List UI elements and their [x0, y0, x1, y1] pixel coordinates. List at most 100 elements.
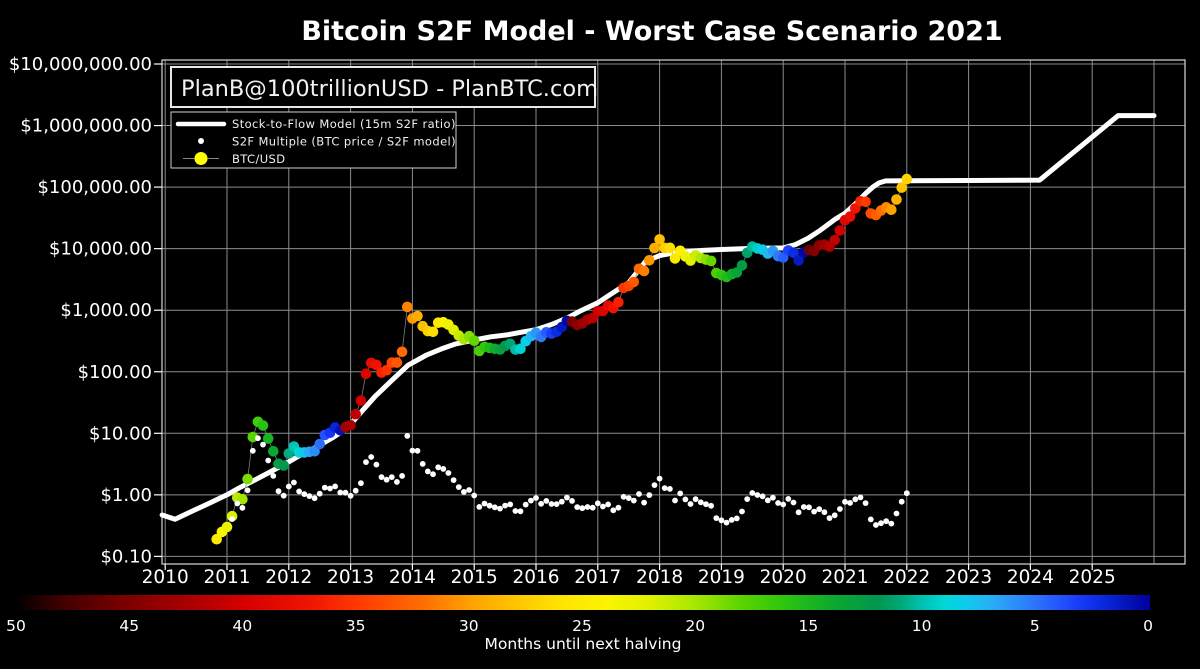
x-tick-label: 2024 — [1007, 567, 1054, 588]
x-tick-label: 2023 — [945, 567, 992, 588]
s2f-multiple-dot — [620, 493, 627, 500]
s2f-multiple-dot — [703, 501, 709, 508]
s2f-multiple-dot — [723, 519, 730, 526]
btc-price-dot — [427, 326, 439, 338]
x-tick-label: 2017 — [574, 567, 621, 588]
x-tick-label: 2018 — [636, 567, 683, 588]
btc-price-dot — [345, 420, 356, 431]
s2f-multiple-dot — [615, 504, 622, 511]
btc-price-dot — [649, 242, 660, 254]
s2f-multiple-dot — [285, 483, 292, 490]
s2f-multiple-dot — [414, 447, 421, 454]
colorbar-tick-label: 20 — [685, 617, 705, 635]
s2f-multiple-dot — [321, 484, 328, 491]
x-tick-label: 2015 — [451, 567, 498, 588]
btc-price-dot — [788, 247, 799, 258]
s2f-multiple-dot — [677, 490, 684, 497]
s2f-multiple-dot — [667, 486, 673, 492]
s2f-multiple-dot — [249, 447, 256, 454]
s2f-multiple-dot — [311, 495, 318, 502]
colorbar-tick-label: 40 — [233, 617, 253, 635]
y-tick-label: $0.10 — [100, 546, 152, 567]
s2f-multiple-dot — [481, 500, 488, 507]
s2f-multiple-dot — [600, 503, 606, 510]
chart-title: Bitcoin S2F Model - Worst Case Scenario … — [301, 16, 1002, 47]
watermark-box-border — [170, 66, 596, 108]
btc-price-dot — [350, 408, 362, 420]
s2f-multiple-dot — [491, 504, 498, 511]
s2f-multiple-dot — [461, 489, 467, 495]
s2f-multiple-dot — [857, 494, 864, 501]
s2f-multiple-dot — [610, 507, 617, 514]
s2f-multiple-dot — [867, 516, 874, 523]
s2f-multiple-dot — [502, 502, 508, 509]
s2f-multiple-dot — [579, 505, 586, 512]
s2f-multiple-dot — [589, 504, 596, 511]
s2f-multiple-dot — [780, 501, 787, 508]
btc-price-dot — [844, 211, 856, 222]
x-tick-label: 2025 — [1069, 567, 1116, 588]
colorbar-tick-label: 45 — [119, 617, 139, 635]
s2f-multiple-dot — [785, 496, 792, 502]
s2f-multiple-dot — [625, 495, 632, 501]
s2f-multiple-dot — [697, 499, 704, 506]
s2f-multiple-dot — [682, 496, 689, 503]
btc-price-dot — [381, 364, 392, 376]
x-tick-label: 2010 — [142, 567, 189, 588]
s2f-multiple-dot — [816, 506, 823, 513]
s2f-multiple-dot — [739, 508, 745, 515]
colorbar: 50 45 40 35 30 25 20 15 10 5 0 — [6, 595, 1153, 635]
s2f-multiple-dot — [641, 499, 647, 506]
s2f-multiple-dot — [558, 498, 565, 505]
btc-price-dot — [371, 359, 382, 371]
y-tick-label: $1,000.00 — [60, 300, 152, 321]
s2f-multiple-dot — [594, 500, 601, 507]
s2f-multiple-dot — [708, 502, 714, 509]
s2f-multiple-dot — [466, 487, 472, 493]
x-tick-label: 2022 — [883, 567, 930, 588]
btc-price-dot — [736, 260, 748, 271]
axis-tick-labels: 2010 2011 2012 2013 2014 2015 2016 2017 2018 2019… — [9, 54, 1116, 588]
s2f-multiple-dot — [239, 504, 246, 511]
btc-price-dot — [360, 368, 372, 380]
s2f-multiple-dot — [404, 433, 411, 439]
plot-border — [161, 59, 1186, 565]
btc-price-dot — [515, 343, 526, 355]
s2f-multiple-dot — [327, 485, 333, 492]
s2f-multiple-dot — [759, 493, 766, 500]
s2f-multiple-dot — [229, 516, 236, 522]
watermark-text: PlanB@100trillionUSD - PlanBTC.com — [181, 76, 598, 102]
btc-dot-swatch — [194, 152, 208, 165]
s2f-multiple-dot — [533, 495, 539, 501]
y-tick-label: $10.00 — [89, 423, 152, 444]
btc-price-dot — [402, 301, 413, 313]
plot-frame — [161, 59, 1186, 565]
s2f-multiple-dot — [497, 505, 503, 512]
s2f-multiple-dot — [363, 459, 369, 465]
btc-price-dot — [793, 255, 804, 266]
s2f-multiple-dot — [831, 512, 838, 519]
btc-price-dot — [391, 357, 403, 368]
btc-price-dot — [242, 473, 253, 485]
s2f-multiple-dot — [337, 489, 344, 496]
y-tick-label: $1,000,000.00 — [20, 116, 152, 137]
s2f-multiple-dot — [409, 447, 416, 454]
x-tick-label: 2012 — [265, 567, 312, 588]
btc-price-dot — [829, 234, 840, 246]
watermark-legend-box: PlanB@100trillionUSD - PlanBTC.com — [170, 66, 598, 108]
btc-price-dot — [237, 493, 248, 505]
s2f-multiple-dot — [744, 496, 751, 502]
colorbar-tick-label: 0 — [1143, 617, 1153, 635]
s2f-multiple-dot — [430, 471, 436, 478]
s2f-multiple-dot — [862, 500, 869, 506]
s2f-multiple-dot — [347, 492, 354, 499]
s2f-multiple-dot — [651, 482, 658, 488]
s2f-multiple-dot — [388, 474, 395, 480]
s2f-multiple-dot — [280, 492, 287, 499]
s2f-multiple-dot — [440, 466, 447, 472]
colorbar-tick-label: 25 — [572, 617, 592, 635]
y-tick-label: $1.00 — [100, 485, 152, 506]
s2f-multiple-dot — [394, 479, 400, 485]
multiple-dot-swatch — [198, 138, 204, 144]
